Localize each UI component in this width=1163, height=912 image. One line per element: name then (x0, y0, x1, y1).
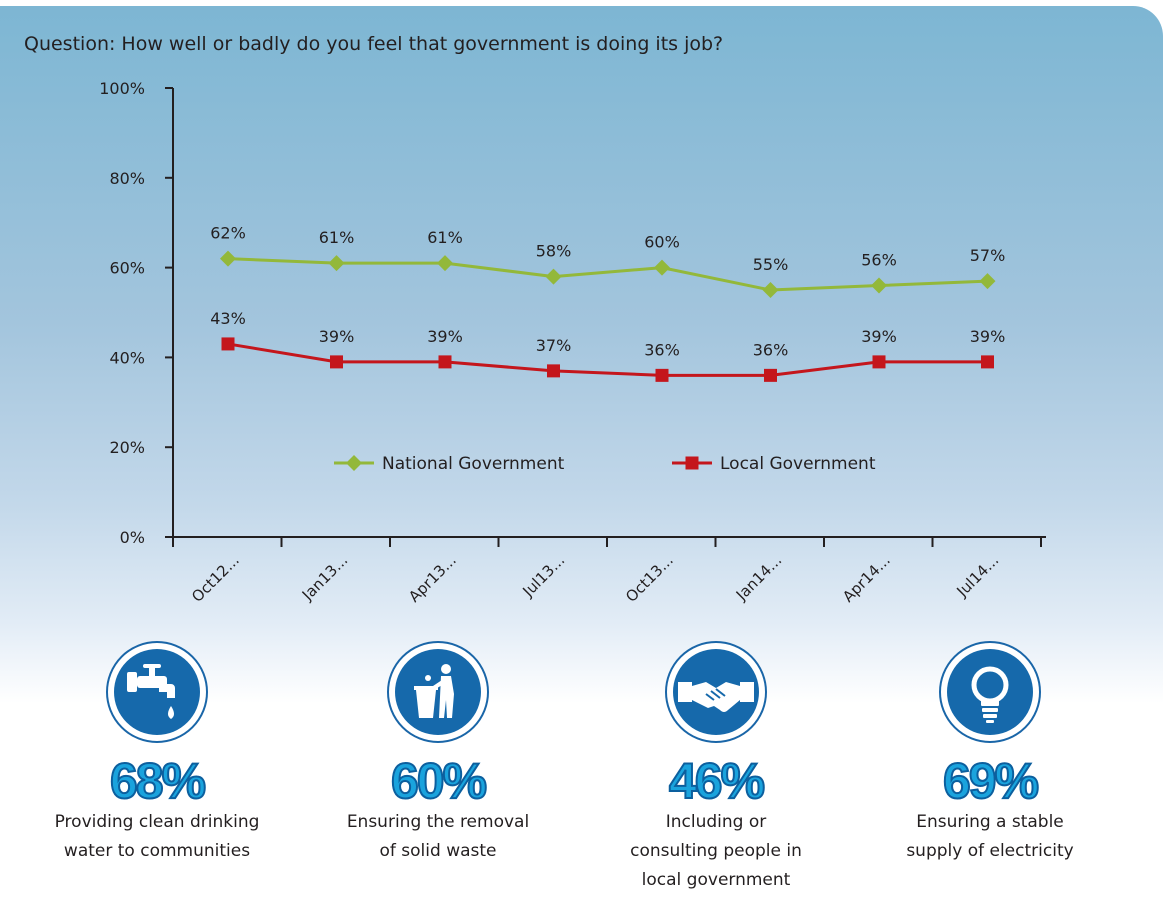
data-label: 39% (970, 327, 1006, 346)
x-tick-label: Jul14... (952, 551, 1002, 601)
x-tick-label: Oct12... (188, 551, 243, 606)
data-point (221, 337, 235, 351)
stat-percent: 68% (109, 752, 207, 810)
data-label: 36% (753, 340, 789, 359)
data-point (872, 355, 886, 369)
data-label: 43% (210, 309, 246, 328)
data-label: 56% (861, 251, 897, 270)
line-chart: 0% 20% 40% 60% 80% 100% Oct12... Jan13... Apr13.… (99, 79, 1046, 606)
stat-label: Including or consulting people in local … (630, 812, 802, 890)
legend-label: National Government (382, 454, 565, 474)
data-label: 39% (319, 327, 355, 346)
y-tick-label: 40% (109, 348, 145, 367)
chart-axes: 0% 20% 40% 60% 80% 100% Oct12... Jan13... Apr13.… (99, 79, 1046, 606)
legend-item: National Government (334, 454, 565, 474)
handshake-icon (665, 641, 767, 743)
water-tap-icon (106, 641, 208, 743)
data-label: 61% (427, 228, 463, 247)
stat-percent: 46% (668, 752, 766, 810)
chart-question-title: Question: How well or badly do you feel … (24, 33, 724, 55)
light-bulb-icon (939, 641, 1041, 743)
data-label: 61% (319, 228, 355, 247)
data-label: 60% (644, 233, 680, 252)
data-point (979, 273, 996, 290)
data-label: 55% (753, 255, 789, 274)
x-tick-label: Apr14... (839, 551, 894, 606)
data-label: 37% (536, 336, 572, 355)
data-point (328, 255, 345, 272)
stat-label: Ensuring the removal of solid waste (346, 812, 530, 861)
series-national-government: 62% 61% 61% 58% 60% 55% 56% 57% (210, 224, 1006, 299)
data-point (654, 259, 670, 276)
legend-item: Local Government (672, 454, 876, 474)
x-tick-label: Jan14... (732, 551, 785, 604)
y-tick-label: 80% (109, 169, 145, 188)
data-point (762, 282, 779, 299)
data-point (437, 255, 453, 272)
x-tick-label: Oct13... (622, 551, 677, 606)
data-point (220, 250, 236, 267)
stat-percent: 69% (942, 752, 1040, 810)
data-point (655, 368, 669, 382)
y-tick-label: 100% (99, 79, 145, 98)
data-point (981, 355, 994, 369)
x-tick-label: Apr13... (405, 551, 460, 606)
chart-series: 62% 61% 61% 58% 60% 55% 56% 57% 43% 39% 39% 37% 36% 3… (210, 224, 1005, 382)
data-label: 39% (427, 327, 463, 346)
data-point (545, 268, 562, 285)
data-label: 58% (536, 242, 572, 261)
legend-label: Local Government (720, 454, 876, 474)
y-tick-label: 20% (109, 438, 145, 457)
series-line (227, 342, 988, 377)
data-label: 62% (210, 224, 246, 243)
data-point (330, 355, 343, 369)
x-tick-label: Jul13... (518, 551, 568, 601)
series-line (227, 257, 988, 292)
data-label: 36% (644, 340, 680, 359)
stat-label: Providing clean drinking water to commun… (54, 812, 260, 861)
chart-legend: National Government Local Government (334, 454, 876, 474)
stat-percent: 60% (390, 752, 488, 810)
data-point (764, 368, 777, 382)
y-tick-label: 60% (109, 259, 145, 278)
data-label: 39% (861, 327, 897, 346)
stat-label: Ensuring a stable supply of electricity (906, 812, 1074, 861)
x-tick-label: Jan13... (298, 551, 351, 604)
data-point (547, 364, 560, 378)
legend-marker (346, 455, 362, 471)
trash-bin-icon (387, 641, 489, 743)
data-label: 57% (970, 246, 1006, 265)
data-point (871, 277, 887, 294)
background-panel (0, 6, 1163, 912)
legend-marker (685, 456, 699, 470)
series-local-government: 43% 39% 39% 37% 36% 36% 39% 39% (210, 309, 1005, 382)
y-tick-label: 0% (120, 528, 145, 547)
data-point (438, 355, 452, 369)
